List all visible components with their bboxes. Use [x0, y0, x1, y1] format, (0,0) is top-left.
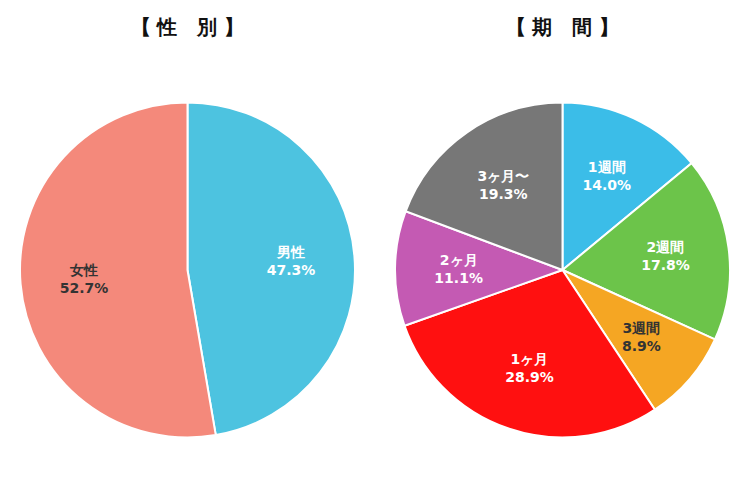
pie-panel: 【 期 間 】 1週間 14.0% 2週間 17.8% 3週間 8.9% 1ヶ月 28.9% 2ヶ…: [395, 15, 730, 438]
slice-value-label: 11.1%: [434, 270, 483, 286]
slice-value-label: 14.0%: [582, 177, 631, 193]
slice-value-label: 8.9%: [622, 338, 661, 354]
pie-slice: [20, 103, 216, 438]
slice-label: 2週間: [647, 239, 685, 255]
slice-label: 3ヶ月〜: [477, 168, 529, 184]
slice-value-label: 17.8%: [641, 257, 690, 273]
pie-slice: [406, 103, 563, 271]
slice-value-label: 47.3%: [267, 262, 316, 278]
slices: [20, 103, 355, 438]
slice-value-label: 19.3%: [479, 186, 528, 202]
slice-value-label: 52.7%: [60, 280, 109, 296]
slice-label: 男性: [276, 244, 305, 260]
chart-title: 【 性 別 】: [131, 15, 245, 39]
slice-label: 1ヶ月: [511, 351, 549, 367]
slice-label: 1週間: [588, 159, 626, 175]
slice-value-label: 28.9%: [505, 369, 554, 385]
chart-container: 【 性 別 】男性47.3%女性52.7%【 期 間 】1週間14.0%2週間1…: [0, 0, 750, 480]
slice-label: 2ヶ月: [440, 252, 478, 268]
chart-title: 【 期 間 】: [506, 15, 620, 39]
chart-svg: 【 性 別 】男性47.3%女性52.7%【 期 間 】1週間14.0%2週間1…: [0, 0, 750, 480]
page: {"chart_data": [ {"type": "pie", "title"…: [0, 0, 750, 480]
data-labels: 男性 47.3% 女性 52.7%: [60, 244, 316, 296]
slice-label: 3週間: [623, 320, 661, 336]
slice-label: 女性: [69, 262, 98, 278]
slices: [395, 103, 730, 438]
pie-panel: 【 性 別 】男性 47.3% 女性 52.7%: [20, 15, 355, 437]
pie-slice: [188, 103, 356, 436]
data-labels: 1週間 14.0% 2週間 17.8% 3週間 8.9% 1ヶ月 28.9% 2ヶ月 11.1% 3…: [434, 159, 689, 385]
